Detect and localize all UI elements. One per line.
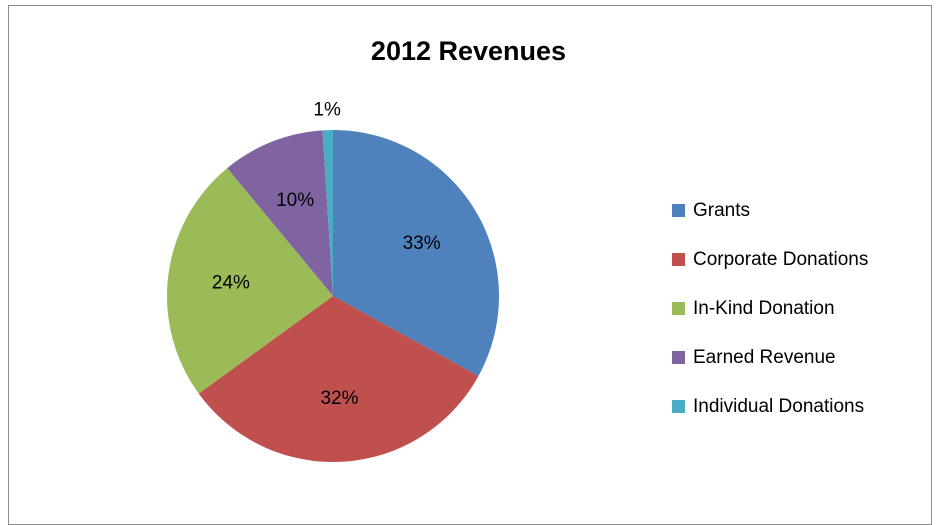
legend-item-individual-donations: Individual Donations [672, 382, 868, 431]
data-label-earned-revenue: 10% [276, 190, 314, 211]
legend-label: Grants [693, 199, 751, 221]
legend-item-corporate-donations: Corporate Donations [672, 235, 868, 284]
pie-slice-corporate-donations [198, 296, 479, 463]
legend-swatch [672, 302, 685, 315]
data-label-individual-donations: 1% [313, 100, 341, 121]
legend-label: Earned Revenue [693, 346, 836, 368]
data-label-corporate-donations: 32% [320, 388, 358, 409]
legend-swatch [672, 351, 685, 364]
legend-item-earned-revenue: Earned Revenue [672, 333, 868, 382]
legend-swatch [672, 400, 685, 413]
pie-slice-individual-donations [322, 130, 333, 296]
legend-item-in-kind-donation: In-Kind Donation [672, 284, 868, 333]
legend-swatch [672, 253, 685, 266]
legend-label: Corporate Donations [693, 248, 869, 270]
data-label-grants: 33% [403, 233, 441, 254]
legend-label: Individual Donations [693, 395, 865, 417]
legend: Grants Corporate Donations In-Kind Donatio… [672, 186, 868, 431]
pie-slice-earned-revenue [227, 130, 333, 296]
legend-label: In-Kind Donation [693, 297, 835, 319]
pie-slice-in-kind-donation [167, 168, 333, 394]
data-label-in-kind-donation: 24% [212, 273, 250, 294]
chart-title: 2012 Revenues [370, 36, 567, 66]
legend-swatch [672, 204, 685, 217]
pie-slice-grants [333, 130, 499, 376]
legend-item-grants: Grants [672, 186, 868, 235]
